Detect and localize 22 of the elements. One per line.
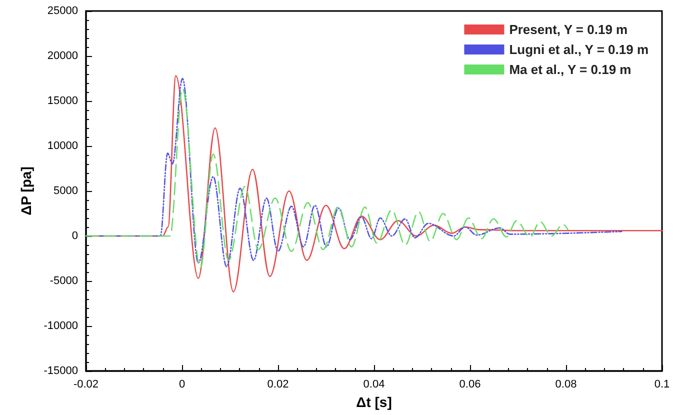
y-tick-label: -10000	[44, 320, 78, 332]
y-axis-title: ΔP [pa]	[18, 166, 34, 216]
y-tick-label: -15000	[44, 365, 78, 377]
legend-label: Present, Y = 0.19 m	[509, 22, 628, 37]
y-tick-label: 0	[72, 230, 78, 242]
x-axis-title: Δt [s]	[356, 394, 392, 410]
x-tick-label: 0.04	[363, 378, 385, 390]
x-tick-label: 0.06	[459, 378, 481, 390]
y-tick-label: 25000	[47, 5, 78, 17]
y-tick-label: 5000	[54, 185, 78, 197]
x-tick-label: 0	[178, 378, 186, 390]
legend-label: Ma et al., Y = 0.19 m	[509, 62, 632, 77]
y-tick-label: -5000	[50, 275, 78, 287]
legend-label: Lugni et al., Y = 0.19 m	[509, 42, 649, 57]
line-series	[85, 88, 569, 270]
x-tick-label: -0.02	[73, 378, 99, 390]
x-tick-label: 0.1	[654, 378, 670, 390]
y-tick-label: 15000	[47, 95, 78, 107]
y-tick-label: 20000	[47, 50, 78, 62]
x-tick-label: 0.08	[555, 378, 577, 390]
x-tick-label: 0.02	[267, 378, 289, 390]
y-tick-label: 10000	[47, 140, 78, 152]
